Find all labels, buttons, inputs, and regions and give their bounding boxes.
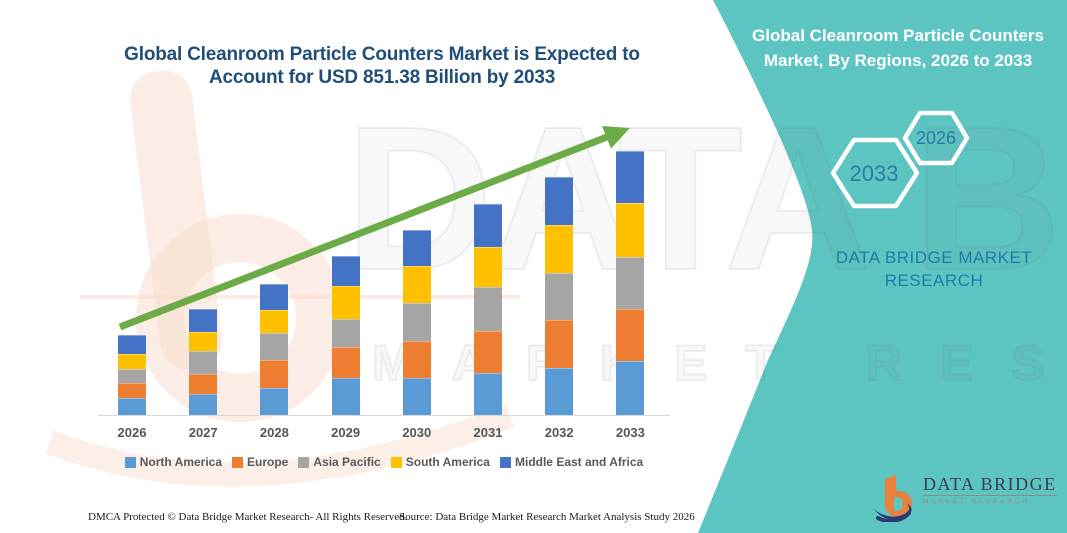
hexagon-2033-label: 2033 (850, 161, 899, 186)
bar-segment-south-america (616, 202, 645, 258)
bar-segment-south-america (402, 266, 431, 304)
bar-segment-middle-east-and-africa (260, 283, 289, 310)
bar-segment-south-america (118, 353, 146, 370)
brand-text-line1: DATA BRIDGE MARKET (835, 248, 1033, 267)
bar-segment-europe (118, 383, 146, 398)
bar-segment-south-america (260, 309, 289, 333)
legend-label: Asia Pacific (313, 455, 381, 469)
legend-item-europe: Europe (232, 455, 288, 469)
brand-text-block: DATA BRIDGE MARKET RESEARCH (788, 246, 1067, 292)
hexagon-2033 (830, 137, 920, 209)
chart-title: Global Cleanroom Particle Counters Marke… (124, 44, 640, 88)
bar-segment-asia-pacific (402, 303, 431, 342)
bar-segment-europe (402, 341, 431, 379)
legend-swatch-icon (232, 456, 244, 468)
bar-segment-north-america (616, 361, 645, 415)
x-axis-labels: 2026 2027 2028 2029 2030 2031 2032 2033 (98, 425, 670, 443)
x-axis-label-2033: 2033 (615, 425, 645, 440)
bar-segment-middle-east-and-africa (474, 203, 502, 248)
legend-item-south-america: South America (390, 455, 490, 469)
brand-text-line2: RESEARCH (884, 271, 984, 290)
bar-segment-south-america (331, 286, 360, 319)
bar-segment-asia-pacific (474, 287, 502, 332)
legend-swatch-icon (499, 456, 511, 468)
legend-item-north-america: North America (124, 455, 223, 469)
legend-swatch-icon (124, 456, 136, 468)
chart-legend: North America Europe Asia Pacific South Ame… (98, 455, 670, 469)
bar-segment-middle-east-and-africa (331, 256, 360, 287)
bar-segment-north-america (331, 378, 360, 415)
bar-segment-middle-east-and-africa (402, 230, 431, 267)
x-axis-label-2027: 2027 (188, 425, 218, 440)
databridge-logo-icon (874, 475, 912, 522)
bar-segment-north-america (260, 387, 289, 415)
logo-name-text: DATA BRIDGE (923, 474, 1057, 496)
right-panel-title: Global Cleanroom Particle Counters Marke… (752, 26, 1044, 70)
bar-segment-asia-pacific (260, 332, 289, 361)
legend-swatch-icon (390, 456, 402, 468)
legend-swatch-icon (298, 456, 310, 468)
bar-segment-asia-pacific (118, 369, 146, 384)
hexagon-2026-label: 2026 (916, 128, 956, 148)
bar-2028 (260, 283, 289, 415)
legend-label: South America (405, 455, 490, 469)
bar-segment-middle-east-and-africa (189, 309, 218, 333)
bar-segment-north-america (545, 368, 574, 415)
logo-tagline-text: MARKET RESEARCH (923, 498, 1030, 505)
x-axis-label-2030: 2030 (402, 425, 432, 440)
x-axis-label-2026: 2026 (117, 425, 147, 440)
bar-segment-middle-east-and-africa (118, 335, 146, 354)
bar-2030 (402, 230, 431, 415)
bar-2032 (545, 176, 574, 415)
databridge-logo: DATA BRIDGE MARKET RESEARCH (872, 474, 1057, 522)
bar-segment-asia-pacific (616, 257, 645, 310)
legend-item-asia-pacific: Asia Pacific (298, 455, 381, 469)
bar-segment-asia-pacific (545, 272, 574, 320)
x-axis-label-2031: 2031 (473, 425, 503, 440)
bar-segment-middle-east-and-africa (545, 176, 574, 226)
x-axis-label-2032: 2032 (544, 425, 574, 440)
bar-segment-north-america (402, 378, 431, 415)
x-axis-label-2028: 2028 (259, 425, 289, 440)
bar-2027 (189, 309, 218, 415)
bar-segment-north-america (118, 397, 146, 415)
legend-label: Europe (247, 455, 289, 469)
stacked-bar-chart (98, 127, 670, 416)
bar-segment-europe (616, 309, 645, 362)
bar-2031 (474, 203, 502, 415)
bar-2029 (331, 256, 360, 415)
bar-segment-north-america (189, 394, 218, 415)
footer-dmca-text: DMCA Protected © Data Bridge Market Rese… (88, 511, 408, 523)
bar-segment-north-america (474, 372, 502, 415)
bar-segment-europe (474, 331, 502, 373)
bar-segment-europe (260, 360, 289, 388)
legend-item-middle-east-and-africa: Middle East and Africa (499, 455, 644, 469)
bar-segment-south-america (189, 332, 218, 352)
bar-segment-asia-pacific (331, 318, 360, 347)
x-axis-label-2029: 2029 (331, 425, 361, 440)
legend-label: Middle East and Africa (514, 455, 644, 469)
legend-label: North America (139, 455, 223, 469)
bar-segment-middle-east-and-africa (616, 151, 645, 203)
hexagon-2026 (902, 110, 970, 166)
bar-segment-europe (545, 319, 574, 369)
bar-segment-south-america (474, 247, 502, 288)
bar-segment-europe (331, 346, 360, 379)
bar-segment-south-america (545, 225, 574, 273)
bar-segment-asia-pacific (189, 351, 218, 375)
bar-segment-europe (189, 374, 218, 395)
bar-2026 (118, 335, 146, 415)
footer-source-text: Source: Data Bridge Market Research Mark… (399, 511, 695, 523)
bar-2033 (616, 151, 645, 415)
